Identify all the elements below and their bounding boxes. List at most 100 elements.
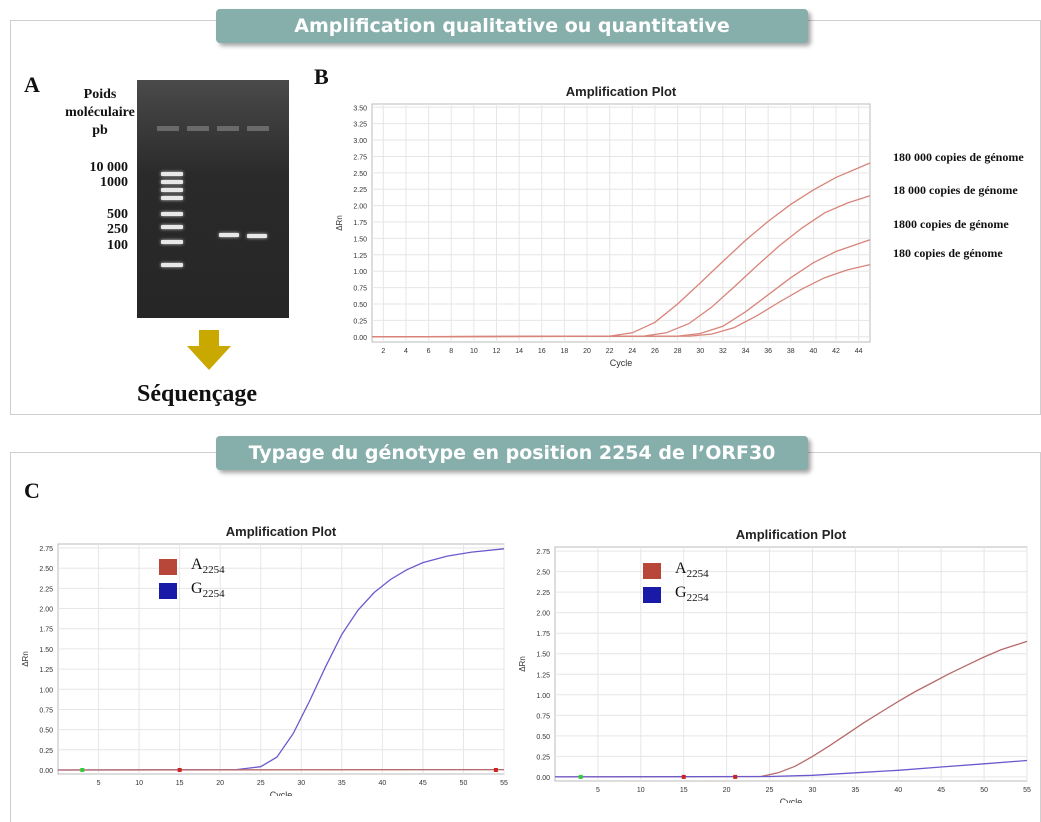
x-tick-label: 50: [460, 780, 468, 787]
legend-item-a2254: A2254: [643, 560, 763, 584]
x-tick-label: 44: [855, 348, 863, 355]
x-tick-label: 5: [596, 787, 600, 794]
y-tick-label: 0.00: [536, 775, 550, 782]
x-tick-label: 20: [216, 780, 224, 787]
x-tick-label: 4: [404, 348, 408, 355]
x-tick-label: 24: [628, 348, 636, 355]
y-tick-label: 2.75: [39, 546, 53, 553]
legend-item-a2254: A2254: [159, 556, 279, 580]
y-tick-label: 2.00: [353, 204, 367, 211]
series-line-180-copies-de-génome: [371, 263, 871, 338]
y-tick-label: 3.50: [353, 105, 367, 112]
x-tick-label: 35: [851, 787, 859, 794]
legend-label-a2254: A2254: [675, 560, 709, 581]
series-line-1800-copies-de-génome: [371, 239, 871, 338]
sequencing-label: Séquençage: [137, 381, 257, 407]
ladder-band: [161, 172, 183, 176]
x-tick-label: 40: [378, 780, 386, 787]
y-tick-label: 1.75: [39, 627, 53, 634]
x-tick-label: 22: [606, 348, 614, 355]
x-tick-label: 50: [980, 787, 988, 794]
x-tick-label: 2: [381, 348, 385, 355]
legend-item-g2254: G2254: [159, 580, 279, 604]
plot-area: [554, 546, 1028, 782]
y-tick-label: 2.25: [353, 187, 367, 194]
y-tick-label: 0.50: [536, 734, 550, 741]
down-arrow-icon: [187, 330, 231, 370]
x-tick-label: 25: [257, 780, 265, 787]
y-axis-label: ΔRn: [518, 656, 527, 672]
baseline-marker: [80, 767, 85, 772]
amplification-plot-quantitative: Amplification Plot 0.00 0.25 0.50 0.75 1.00 1.…: [335, 84, 871, 368]
x-tick-label: 20: [723, 787, 731, 794]
y-tick-label: 1.00: [39, 687, 53, 694]
x-tick-label: 36: [764, 348, 772, 355]
plot-area: [57, 543, 505, 775]
curve-label-180: 180 copies de génome: [893, 246, 1003, 260]
ladder-label-250: 250: [107, 222, 128, 237]
y-tick-label: 0.75: [353, 286, 367, 293]
baseline-marker: [733, 774, 738, 779]
baseline-marker: [177, 767, 182, 772]
ladder-label-1000: 1000: [100, 175, 128, 190]
y-tick-label: 0.00: [353, 335, 367, 342]
ladder-label-500: 500: [107, 207, 128, 222]
gel-title: Poids moléculaire pb: [40, 86, 160, 140]
legend-swatch-g2254: [643, 587, 661, 603]
x-tick-label: 5: [97, 780, 101, 787]
legend-c1: A2254 G2254: [159, 556, 279, 604]
baseline-marker: [578, 774, 583, 779]
x-tick-label: 28: [674, 348, 682, 355]
y-axis-label: ΔRn: [21, 651, 30, 667]
ladder-band: [161, 225, 183, 229]
ladder-band: [161, 180, 183, 184]
y-tick-label: 0.25: [39, 748, 53, 755]
legend-label-g2254: G2254: [191, 580, 225, 601]
x-tick-label: 14: [515, 348, 523, 355]
y-tick-label: 0.25: [353, 318, 367, 325]
x-tick-label: 55: [1023, 787, 1031, 794]
legend-label-a2254: A2254: [191, 556, 225, 577]
ladder-band: [161, 188, 183, 192]
gel-well: [217, 126, 239, 131]
series-line-g2254: [57, 548, 505, 771]
series-line-a2254: [554, 640, 1028, 778]
x-tick-label: 32: [719, 348, 727, 355]
series-line-18-000-copies-de-génome: [371, 195, 871, 338]
x-tick-label: 15: [680, 787, 688, 794]
y-tick-label: 3.25: [353, 122, 367, 129]
y-tick-label: 0.00: [39, 768, 53, 775]
x-tick-label: 25: [766, 787, 774, 794]
ladder-band: [161, 212, 183, 216]
y-tick-label: 2.50: [39, 566, 53, 573]
y-tick-label: 1.25: [536, 672, 550, 679]
series-line-g2254: [554, 759, 1028, 778]
ladder-label-10000: 10 000: [89, 160, 129, 175]
panel-letter-b: B: [314, 64, 329, 89]
x-tick-label: 45: [937, 787, 945, 794]
y-tick-label: 1.00: [353, 269, 367, 276]
y-tick-label: 0.75: [39, 707, 53, 714]
x-tick-label: 6: [427, 348, 431, 355]
plot-area: [371, 103, 871, 343]
y-tick-label: 2.75: [536, 549, 550, 556]
y-tick-label: 1.25: [39, 667, 53, 674]
legend-item-g2254: G2254: [643, 584, 763, 608]
x-tick-label: 45: [419, 780, 427, 787]
x-tick-label: 10: [637, 787, 645, 794]
x-tick-label: 35: [338, 780, 346, 787]
x-tick-label: 26: [651, 348, 659, 355]
y-tick-label: 1.50: [39, 647, 53, 654]
amplification-plot-genotype-a: Amplification Plot 0.00 0.25 0.50 0.75 1.00 1.…: [518, 527, 1031, 803]
panel-letter-c: C: [24, 478, 40, 503]
x-tick-label: 38: [787, 348, 795, 355]
x-tick-label: 12: [493, 348, 501, 355]
x-tick-label: 8: [449, 348, 453, 355]
legend-c2: A2254 G2254: [643, 560, 763, 608]
agarose-gel-image: [137, 80, 289, 318]
chart-title: Amplification Plot: [226, 524, 337, 539]
x-tick-label: 16: [538, 348, 546, 355]
panel-letter-a: A: [24, 72, 40, 97]
chart-title: Amplification Plot: [736, 527, 847, 542]
x-tick-label: 30: [809, 787, 817, 794]
